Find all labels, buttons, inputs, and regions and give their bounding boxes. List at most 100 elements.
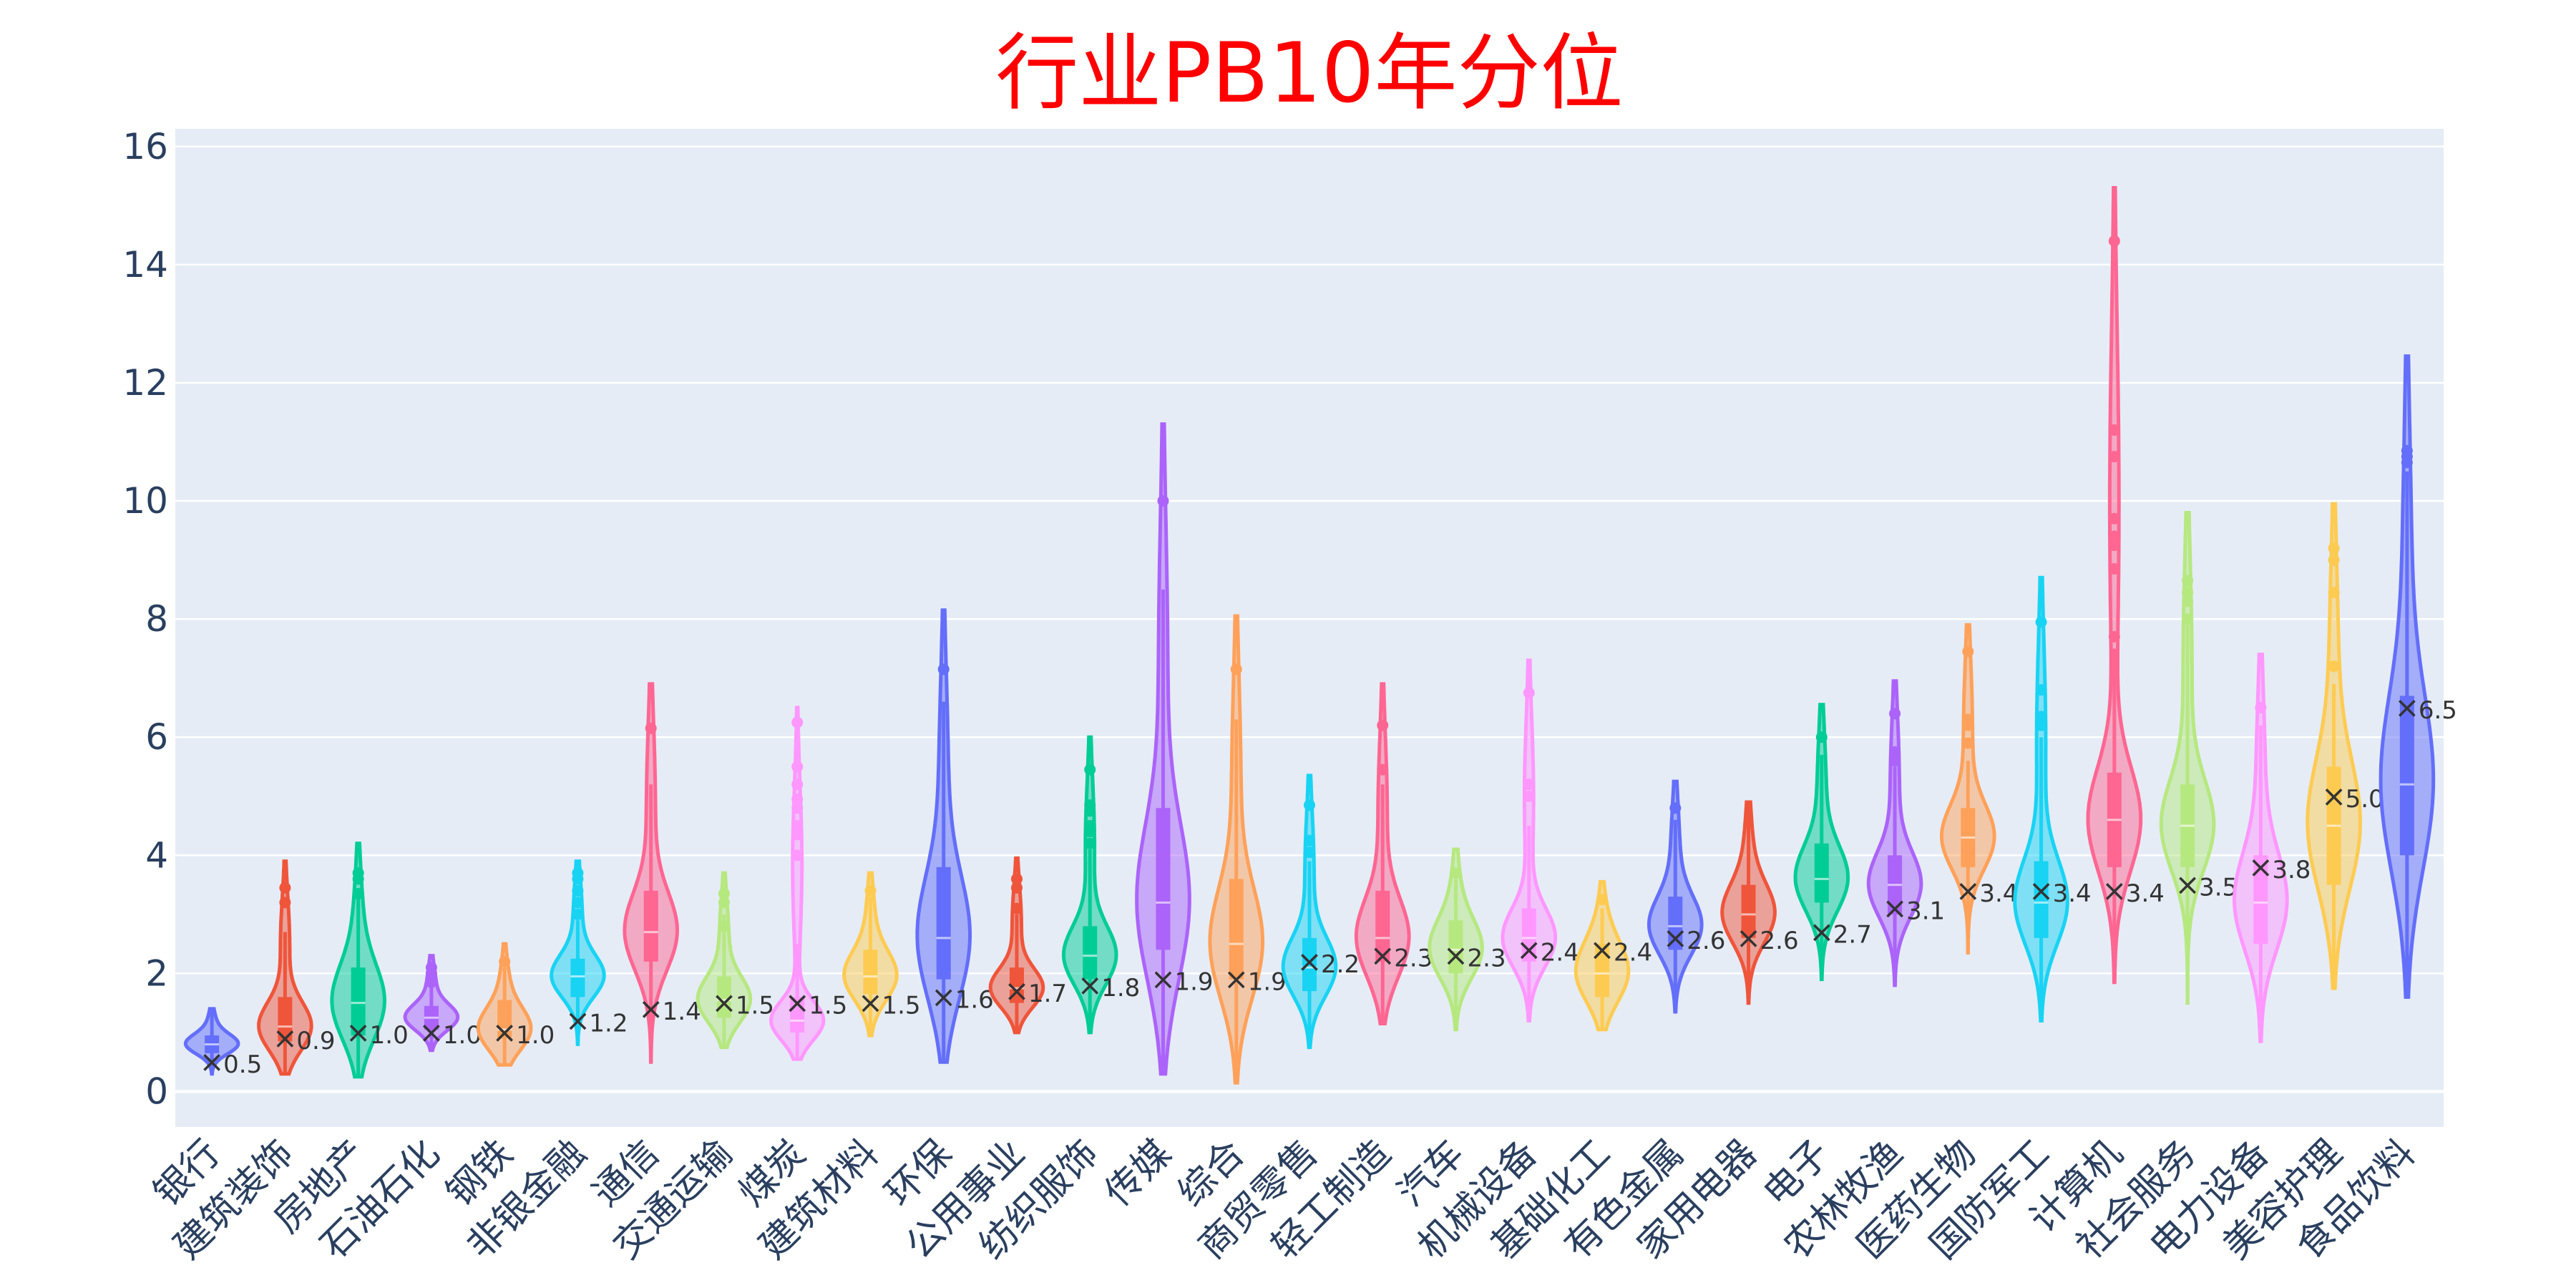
outlier-point [1962, 713, 1974, 726]
current-marker: × [273, 1020, 298, 1055]
current-value-label: 2.6 [1760, 927, 1799, 955]
outlier-point [1304, 834, 1315, 847]
outlier-point [2401, 444, 2413, 457]
current-value-label: 2.4 [1541, 938, 1579, 967]
current-marker: × [1663, 920, 1688, 955]
current-marker: × [711, 985, 736, 1020]
y-tick-label: 8 [145, 598, 168, 640]
current-marker: × [1443, 938, 1468, 973]
y-tick-label: 12 [122, 362, 168, 404]
current-value-label: 2.3 [1468, 945, 1506, 973]
current-marker: × [346, 1015, 371, 1050]
violin-汽车: ×2.3 [1428, 847, 1506, 1032]
violin-计算机: ×3.4 [2086, 186, 2165, 985]
violin-box [1595, 944, 1610, 997]
outlier-point [2035, 719, 2047, 731]
outlier-point [2328, 542, 2340, 555]
y-tick-label: 2 [145, 952, 168, 994]
current-marker: × [1882, 891, 1907, 926]
current-marker: × [492, 1015, 517, 1050]
outlier-point [1304, 799, 1315, 811]
outlier-point [2108, 562, 2120, 575]
current-marker: × [1078, 967, 1103, 1002]
current-value-label: 3.1 [1906, 897, 1945, 926]
outlier-point [1669, 802, 1682, 814]
outlier-point [1450, 867, 1462, 879]
outlier-point [279, 882, 291, 894]
outlier-point [2108, 630, 2120, 643]
violin-非银金融: ×1.2 [550, 859, 628, 1046]
violin-box [1302, 937, 1317, 992]
outlier-point [718, 887, 730, 899]
outlier-point [499, 955, 511, 967]
current-marker: × [1956, 873, 1981, 908]
current-marker: × [1297, 944, 1322, 979]
current-value-label: 1.6 [955, 985, 994, 1014]
violin-农林牧渔: ×3.1 [1866, 679, 1945, 987]
outlier-point [1523, 687, 1535, 699]
violin-box [2253, 855, 2268, 945]
violin-轻工制造: ×2.3 [1354, 682, 1433, 1025]
violin-body [2086, 186, 2143, 985]
violin-box [1448, 920, 1463, 974]
y-tick-label: 6 [145, 716, 168, 758]
current-value-label: 5.0 [2346, 785, 2384, 814]
violin-box [936, 867, 951, 980]
violin-环保: ×1.6 [915, 608, 994, 1064]
outlier-point [2182, 586, 2194, 598]
outlier-point [1010, 873, 1023, 885]
violin-box [1741, 884, 1756, 938]
outlier-point [791, 820, 804, 832]
violin-box [1009, 967, 1024, 1003]
outlier-point [2328, 586, 2340, 598]
current-marker: × [1589, 932, 1614, 967]
outlier-point [791, 802, 804, 814]
current-marker: × [1370, 938, 1395, 973]
outlier-point [1084, 820, 1096, 832]
outlier-point [2035, 616, 2047, 628]
outlier-point [1889, 755, 1901, 767]
outlier-point [1523, 790, 1535, 802]
current-value-label: 1.0 [370, 1021, 409, 1050]
outlier-point [2108, 235, 2120, 247]
outlier-point [718, 897, 730, 909]
violin-box [1668, 897, 1683, 950]
current-marker: × [1736, 920, 1761, 955]
violin-交通运输: ×1.5 [696, 871, 774, 1050]
current-value-label: 0.9 [296, 1027, 335, 1055]
outlier-point [572, 908, 584, 920]
violin-box [863, 950, 878, 995]
violin-电力设备: ×3.8 [2232, 653, 2311, 1043]
current-marker: × [2029, 873, 2054, 908]
current-value-label: 1.9 [1174, 968, 1213, 997]
outlier-point [572, 897, 584, 909]
current-value-label: 0.5 [223, 1050, 262, 1079]
current-marker: × [2394, 690, 2419, 725]
current-value-label: 3.4 [1979, 879, 2018, 908]
current-value-label: 1.5 [882, 992, 920, 1020]
outlier-point [279, 897, 291, 909]
current-marker: × [2102, 873, 2127, 908]
violin-box [2034, 861, 2049, 938]
violin-建筑装饰: ×0.9 [257, 859, 335, 1076]
current-marker: × [931, 979, 956, 1014]
outlier-point [1084, 837, 1096, 849]
current-marker: × [1809, 914, 1834, 950]
violin-body [769, 706, 826, 1061]
current-marker: × [200, 1044, 225, 1079]
outlier-point [1377, 763, 1389, 776]
violin-传媒: ×1.9 [1135, 422, 1214, 1076]
current-value-label: 1.5 [809, 992, 847, 1020]
outlier-point [864, 884, 877, 897]
current-value-label: 1.7 [1028, 980, 1067, 1008]
outlier-point [1596, 894, 1609, 906]
outlier-point [2108, 512, 2120, 525]
outlier-point [1889, 708, 1901, 720]
violin-煤炭: ×1.5 [769, 706, 847, 1061]
outlier-point [1230, 663, 1242, 675]
outlier-point [2182, 595, 2194, 608]
current-marker: × [1004, 973, 1029, 1008]
current-marker: × [858, 985, 883, 1020]
